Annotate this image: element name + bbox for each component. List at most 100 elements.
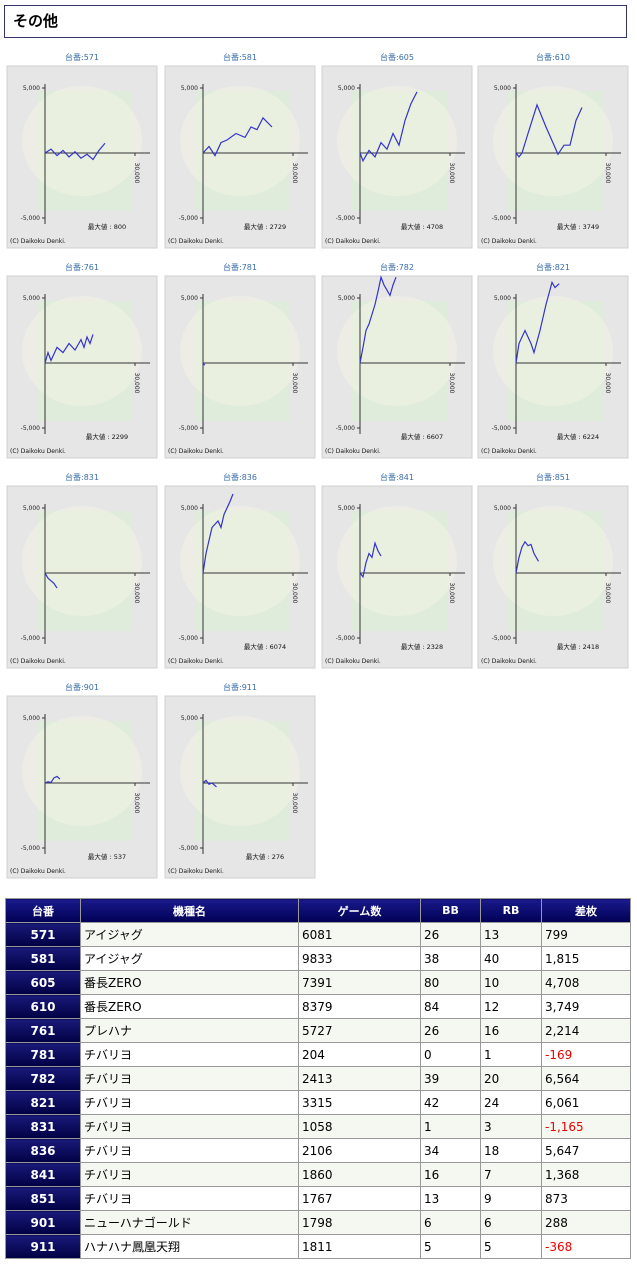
machine-number: 781 <box>5 1042 81 1067</box>
table-cell: 7391 <box>298 970 421 995</box>
table-cell: 13 <box>420 1186 481 1211</box>
table-row: 581 アイジャグ 9833 38 40 1,815 <box>5 946 631 971</box>
max-label: 最大値 : 3749 <box>557 222 599 231</box>
table-cell: チバリヨ <box>80 1114 299 1139</box>
machine-number: 901 <box>5 1210 81 1235</box>
max-label: 最大値 : 276 <box>246 852 284 861</box>
machine-number: 836 <box>5 1138 81 1163</box>
chart-deco <box>337 506 457 616</box>
table-cell: 2,214 <box>541 1018 631 1043</box>
y-tick-label: 5,000 <box>23 715 40 722</box>
x-tick-label: 30,000 <box>604 373 611 394</box>
table-cell: 42 <box>420 1090 481 1115</box>
table-cell: 5,647 <box>541 1138 631 1163</box>
table-cell: 12 <box>480 994 542 1019</box>
table-cell: 10 <box>480 970 542 995</box>
table-cell: 番長ZERO <box>80 994 299 1019</box>
data-line <box>44 334 94 364</box>
chart-title: 台番:831 <box>65 472 99 482</box>
y-tick-label: -5,000 <box>21 215 41 222</box>
y-tick-label: 5,000 <box>23 85 40 92</box>
chart-deco <box>493 296 613 406</box>
chart-title: 台番:581 <box>223 52 257 62</box>
y-tick-label: 5,000 <box>181 295 198 302</box>
chart-title: 台番:841 <box>380 472 414 482</box>
chart-title: 台番:821 <box>536 262 570 272</box>
table-cell: 1767 <box>298 1186 421 1211</box>
x-tick-label: 30,000 <box>448 163 455 184</box>
data-line <box>202 779 217 788</box>
chart-title: 台番:901 <box>65 682 99 692</box>
column-header: ゲーム数 <box>298 898 421 923</box>
copyright: (C) Daikoku Denki. <box>168 448 224 455</box>
table-cell: 1058 <box>298 1114 421 1139</box>
column-header: 機種名 <box>80 898 299 923</box>
chart-deco <box>180 506 300 616</box>
y-tick-label: -5,000 <box>179 635 199 642</box>
table-cell: チバリヨ <box>80 1162 299 1187</box>
table-cell: 288 <box>541 1210 631 1235</box>
table-cell: ニューハナゴールド <box>80 1210 299 1235</box>
max-label: 最大値 : 2299 <box>86 432 128 441</box>
table-cell: 1,815 <box>541 946 631 971</box>
table-cell: チバリヨ <box>80 1066 299 1091</box>
copyright: (C) Daikoku Denki. <box>168 658 224 665</box>
table-cell: 6,061 <box>541 1090 631 1115</box>
table-cell: 38 <box>420 946 481 971</box>
table-cell: -368 <box>541 1234 631 1259</box>
y-tick-label: 5,000 <box>338 295 355 302</box>
y-tick-label: 5,000 <box>494 505 511 512</box>
machine-number: 841 <box>5 1162 81 1187</box>
machine-number: 761 <box>5 1018 81 1043</box>
table-cell: 1811 <box>298 1234 421 1259</box>
data-line <box>515 103 583 158</box>
table-cell: プレハナ <box>80 1018 299 1043</box>
table-row: 841 チバリヨ 1860 16 7 1,368 <box>5 1162 631 1187</box>
table-row: 836 チバリヨ 2106 34 18 5,647 <box>5 1138 631 1163</box>
y-tick-label: 5,000 <box>23 295 40 302</box>
copyright: (C) Daikoku Denki. <box>10 658 66 665</box>
table-cell: 1798 <box>298 1210 421 1235</box>
header-row: 台番 機種名 ゲーム数 BB RB 差枚 <box>5 898 631 923</box>
table-cell: 24 <box>480 1090 542 1115</box>
x-tick-label: 30,000 <box>133 373 140 394</box>
table-cell: 3 <box>480 1114 542 1139</box>
table-cell: 84 <box>420 994 481 1019</box>
data-line <box>359 275 397 364</box>
copyright: (C) Daikoku Denki. <box>481 448 537 455</box>
table-cell: ハナハナ鳳凰天翔 <box>80 1234 299 1259</box>
machine-number: 605 <box>5 970 81 995</box>
table-cell: 6 <box>480 1210 542 1235</box>
data-line <box>202 116 273 157</box>
chart-deco <box>22 506 142 616</box>
max-label: 最大値 : 6607 <box>401 432 443 441</box>
table-cell: 4,708 <box>541 970 631 995</box>
table-cell: 16 <box>480 1018 542 1043</box>
copyright: (C) Daikoku Denki. <box>325 448 381 455</box>
section-title: その他 <box>4 5 627 38</box>
y-tick-label: 5,000 <box>181 85 198 92</box>
table-row: 851 チバリヨ 1767 13 9 873 <box>5 1186 631 1211</box>
max-label: 最大値 : 2729 <box>244 222 286 231</box>
data-line <box>44 775 61 784</box>
table-cell: -169 <box>541 1042 631 1067</box>
x-tick-label: 30,000 <box>133 583 140 604</box>
chart-deco <box>22 86 142 196</box>
table-cell: 6 <box>420 1210 481 1235</box>
table-cell: 39 <box>420 1066 481 1091</box>
y-tick-label: -5,000 <box>21 845 41 852</box>
copyright: (C) Daikoku Denki. <box>168 868 224 875</box>
data-line <box>44 142 106 161</box>
table-row: 782 チバリヨ 2413 39 20 6,564 <box>5 1066 631 1091</box>
y-tick-label: -5,000 <box>336 215 356 222</box>
chart-title: 台番:782 <box>380 262 414 272</box>
max-label: 最大値 : 800 <box>88 222 126 231</box>
max-label: 最大値 : 537 <box>88 852 126 861</box>
table-cell: 80 <box>420 970 481 995</box>
machine-number: 571 <box>5 922 81 947</box>
y-tick-label: 5,000 <box>181 715 198 722</box>
table-cell: 0 <box>420 1042 481 1067</box>
machine-number: 581 <box>5 946 81 971</box>
column-header: RB <box>480 898 542 923</box>
